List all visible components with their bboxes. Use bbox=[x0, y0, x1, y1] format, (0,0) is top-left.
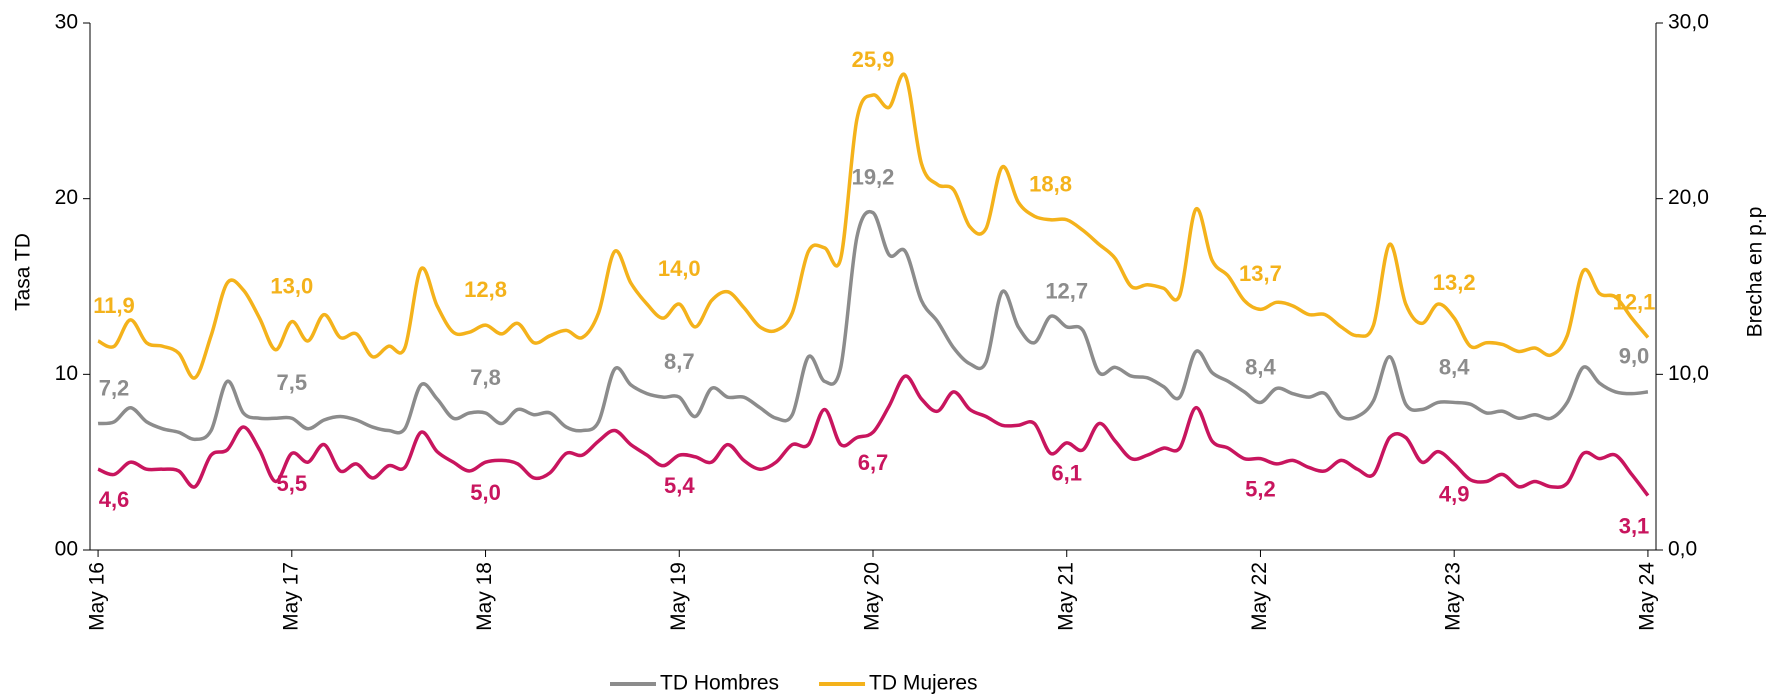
data-label: 5,2 bbox=[1245, 476, 1276, 501]
data-label: 25,9 bbox=[852, 47, 895, 72]
y2-tick-label: 0,0 bbox=[1668, 538, 1697, 561]
data-label: 11,9 bbox=[93, 293, 135, 318]
data-label: 14,0 bbox=[658, 256, 701, 281]
series-line bbox=[97, 209, 1649, 442]
y-tick-label: 10 bbox=[55, 362, 78, 385]
y-tick-label: 30 bbox=[55, 11, 78, 34]
legend-label: TD Mujeres bbox=[869, 672, 978, 695]
y-tick-label: 20 bbox=[55, 186, 78, 209]
data-label: 7,2 bbox=[99, 375, 130, 400]
data-label: 6,7 bbox=[858, 450, 889, 475]
y2-tick-label: 10,0 bbox=[1668, 362, 1709, 385]
x-tick-label: May 20 bbox=[861, 562, 884, 631]
legend-label: TD Hombres bbox=[660, 672, 779, 695]
data-label: 6,1 bbox=[1051, 461, 1082, 486]
x-tick-label: May 19 bbox=[667, 562, 690, 631]
x-tick-label: May 24 bbox=[1635, 562, 1658, 631]
y-tick-label: 00 bbox=[55, 538, 78, 561]
data-label: 13,7 bbox=[1239, 261, 1282, 286]
x-tick-label: May 23 bbox=[1442, 562, 1465, 631]
data-label: 12,8 bbox=[464, 277, 507, 302]
x-tick-label: May 21 bbox=[1054, 562, 1077, 631]
data-label: 8,4 bbox=[1245, 354, 1276, 379]
series-line bbox=[97, 72, 1650, 380]
data-label: 12,7 bbox=[1045, 279, 1088, 304]
data-label: 12,1 bbox=[1613, 289, 1656, 314]
data-label: 8,7 bbox=[664, 349, 695, 374]
data-label: 7,5 bbox=[277, 370, 308, 395]
x-tick-label: May 16 bbox=[86, 562, 109, 631]
data-label: 5,5 bbox=[277, 471, 308, 496]
data-label: 7,8 bbox=[470, 365, 501, 390]
y-axis-title: Tasa TD bbox=[12, 233, 35, 311]
data-label: 4,9 bbox=[1439, 482, 1470, 507]
x-tick-label: May 18 bbox=[473, 562, 496, 631]
series-line bbox=[97, 374, 1650, 497]
x-tick-label: May 17 bbox=[279, 562, 302, 631]
data-label: 9,0 bbox=[1619, 344, 1650, 369]
data-label: 13,2 bbox=[1433, 270, 1476, 295]
x-tick-label: May 22 bbox=[1248, 562, 1271, 631]
y2-tick-label: 20,0 bbox=[1668, 186, 1709, 209]
y2-tick-label: 30,0 bbox=[1668, 11, 1709, 34]
data-label: 18,8 bbox=[1029, 172, 1072, 197]
data-label: 4,6 bbox=[99, 487, 130, 512]
data-label: 13,0 bbox=[270, 273, 313, 298]
data-label: 5,0 bbox=[470, 480, 501, 505]
data-label: 5,4 bbox=[664, 473, 695, 498]
data-label: 3,1 bbox=[1619, 513, 1650, 538]
data-label: 8,4 bbox=[1439, 354, 1470, 379]
y2-axis-title: Brecha en p.p bbox=[1744, 207, 1767, 338]
data-label: 19,2 bbox=[852, 165, 895, 190]
